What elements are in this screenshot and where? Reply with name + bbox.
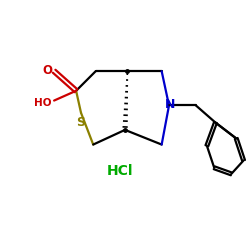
Text: HO: HO	[34, 98, 52, 108]
Text: N: N	[165, 98, 175, 111]
Text: HCl: HCl	[107, 164, 133, 178]
Text: S: S	[76, 116, 86, 129]
Text: O: O	[42, 64, 52, 76]
